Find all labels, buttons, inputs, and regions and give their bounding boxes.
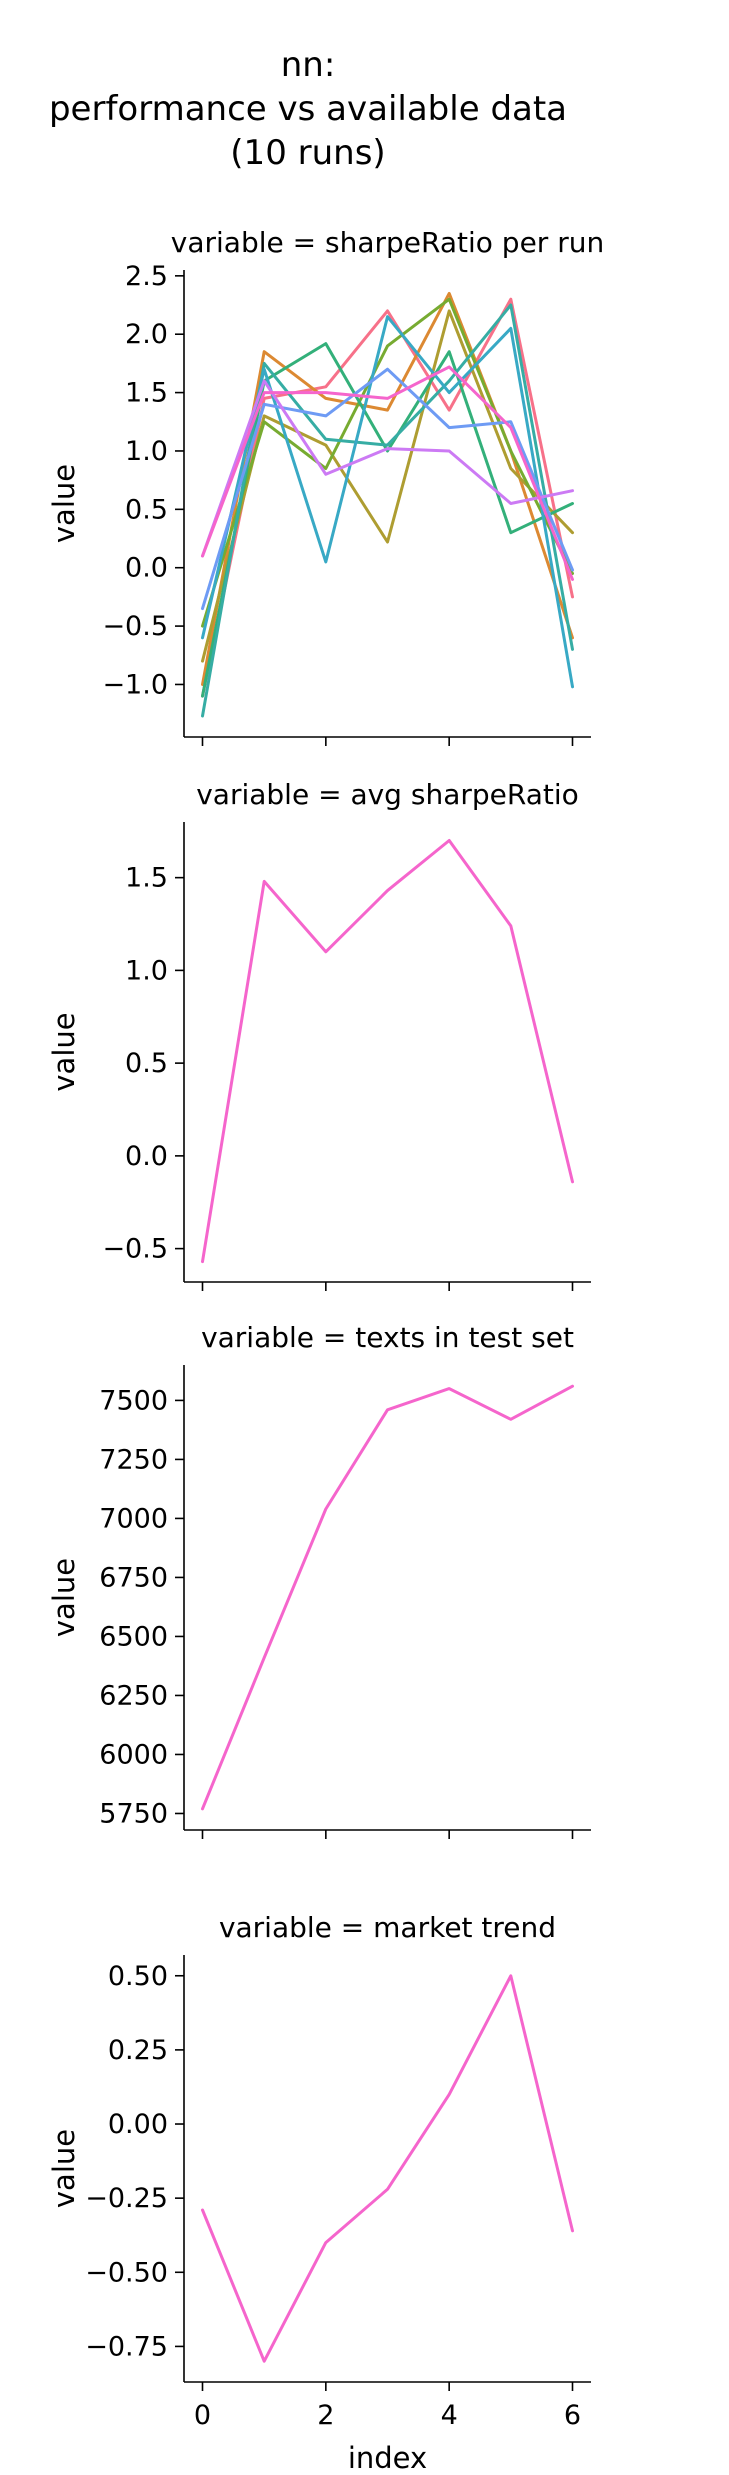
- series-line-10: [201, 365, 574, 581]
- figure-title-line-2: performance vs available data: [49, 89, 567, 129]
- y-axis-label: value: [47, 464, 81, 543]
- series-line-1: [201, 839, 574, 1264]
- y-tick-label: 6750: [99, 1562, 168, 1593]
- figure-title-line-1: nn:: [281, 45, 336, 85]
- panel-3: variable = texts in test set 5750 6000 6250…: [47, 1321, 591, 1839]
- series-line-9: [201, 379, 574, 558]
- panel-2: variable = avg sharpeRatio −0.5 0.0 0.5 1.0 1…: [47, 778, 591, 1291]
- y-tick-label: −0.75: [85, 2331, 168, 2362]
- series-line-7: [201, 315, 574, 689]
- x-tick-label: 2: [317, 2400, 334, 2431]
- series-line-4: [201, 297, 574, 628]
- panel-title: variable = sharpeRatio per run: [171, 226, 604, 259]
- figure-title-line-3: (10 runs): [230, 133, 385, 173]
- x-tick-label: 6: [564, 2400, 581, 2431]
- y-tick-label: 2.5: [125, 261, 168, 292]
- y-tick-label: −0.5: [102, 1234, 168, 1265]
- series-line-2: [201, 291, 574, 686]
- y-tick-label: −0.5: [102, 611, 168, 642]
- panel-title: variable = market trend: [219, 1911, 556, 1944]
- panel-title: variable = texts in test set: [201, 1321, 574, 1354]
- y-axis-label: value: [47, 1558, 81, 1637]
- y-tick-label: 0.5: [125, 1048, 168, 1079]
- y-tick-label: −1.0: [102, 669, 168, 700]
- y-tick-label: 0.0: [125, 553, 168, 584]
- series-line-8: [201, 367, 574, 611]
- y-tick-label: 0.50: [108, 1961, 168, 1992]
- panel-1: variable = sharpeRatio per run −1.0 −0.5 0.…: [47, 226, 604, 746]
- series-line-1: [201, 1974, 574, 2363]
- y-tick-label: 1.0: [125, 955, 168, 986]
- y-tick-label: −0.25: [85, 2183, 168, 2214]
- y-tick-label: 6500: [99, 1621, 168, 1652]
- y-tick-label: 0.25: [108, 2035, 168, 2066]
- y-axis-label: value: [47, 1012, 81, 1091]
- y-tick-label: 1.5: [125, 863, 168, 894]
- series-line-3: [201, 309, 574, 663]
- y-axis-label: value: [47, 2129, 81, 2208]
- figure-title: nn: performance vs available data (10 ru…: [49, 45, 567, 173]
- series-line-6: [201, 303, 574, 718]
- y-tick-label: 2.0: [125, 319, 168, 350]
- x-tick-label: 0: [194, 2400, 211, 2431]
- y-tick-label: 5750: [99, 1798, 168, 1829]
- y-tick-label: 0.0: [125, 1141, 168, 1172]
- y-tick-label: 7000: [99, 1503, 168, 1534]
- panel-title: variable = avg sharpeRatio: [196, 778, 579, 811]
- y-tick-label: 1.5: [125, 378, 168, 409]
- panel-4: variable = market trend −0.75 −0.50 −0.25 0.…: [47, 1911, 591, 2475]
- y-tick-label: 0.5: [125, 494, 168, 525]
- y-tick-label: 1.0: [125, 436, 168, 467]
- x-axis-label: index: [348, 2441, 427, 2475]
- y-tick-label: 7500: [99, 1385, 168, 1416]
- y-tick-label: 7250: [99, 1444, 168, 1475]
- x-tick-label: 4: [441, 2400, 458, 2431]
- y-tick-label: 0.00: [108, 2109, 168, 2140]
- y-tick-label: −0.50: [85, 2257, 168, 2288]
- y-tick-label: 6000: [99, 1739, 168, 1770]
- y-tick-label: 6250: [99, 1680, 168, 1711]
- series-line-1: [201, 297, 574, 698]
- series-line-1: [201, 1384, 574, 1811]
- facet-panels: variable = sharpeRatio per run −1.0 −0.5 0.…: [47, 226, 604, 2475]
